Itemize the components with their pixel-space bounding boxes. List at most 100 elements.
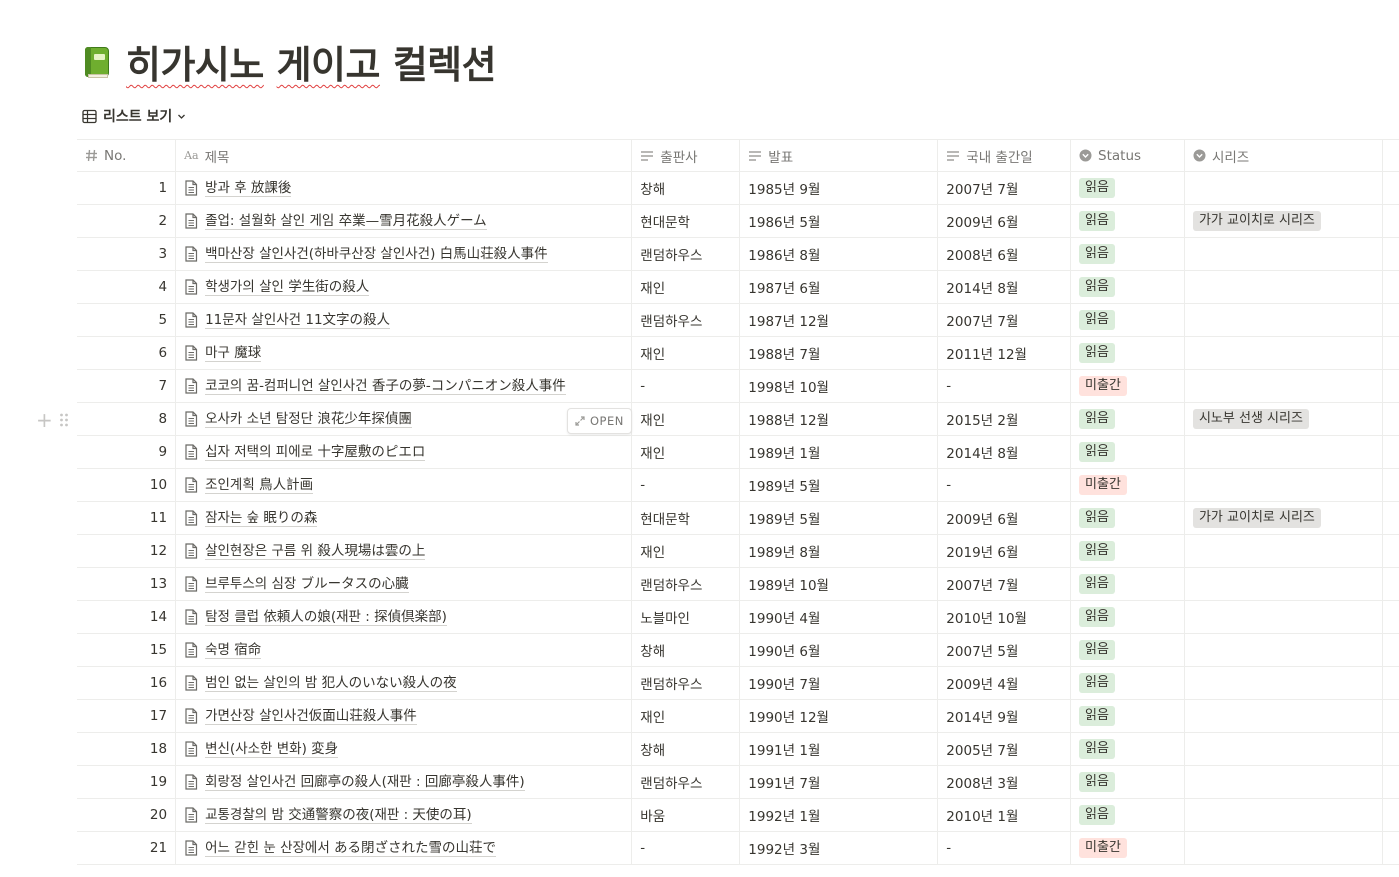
column-header-title[interactable]: Aa 제목 <box>176 140 633 171</box>
kr-release-cell[interactable]: 2010년 10월 <box>938 601 1072 633</box>
status-cell[interactable]: 읽음 <box>1071 700 1185 732</box>
kr-release-cell[interactable]: 2009년 6월 <box>938 502 1072 534</box>
released-cell[interactable]: 1988년 12월 <box>740 403 939 435</box>
title-cell[interactable]: 잠자는 숲 眠りの森 <box>176 502 633 534</box>
row-number[interactable]: 1 <box>77 172 177 204</box>
status-cell[interactable]: 읽음 <box>1071 799 1185 831</box>
view-switcher[interactable]: 리스트 보기 <box>82 106 192 126</box>
row-number[interactable]: 17 <box>77 700 177 732</box>
publisher-cell[interactable]: 재인 <box>632 337 741 369</box>
series-cell[interactable] <box>1185 832 1383 864</box>
page-title-link[interactable]: 오사카 소년 탐정단 浪花少年探偵團 <box>205 410 412 428</box>
table-row[interactable]: 7 코코의 꿈-컴퍼니언 살인사건 香子の夢-コンパニオン殺人事件 -1998년 1… <box>77 370 1399 403</box>
page-title-link[interactable]: 살인현장은 구름 위 殺人現場は雲の上 <box>205 542 426 560</box>
title-cell[interactable]: 살인현장은 구름 위 殺人現場は雲の上 <box>176 535 633 567</box>
page-title-link[interactable]: 코코의 꿈-컴퍼니언 살인사건 香子の夢-コンパニオン殺人事件 <box>205 377 566 395</box>
table-row[interactable]: 18 변신(사소한 변화) 変身 창해 1991년 1월 2005년 7월 읽음 <box>77 733 1399 766</box>
table-row[interactable]: 1 방과 후 放課後 창해 1985년 9월 2007년 7월 읽음 <box>77 172 1399 205</box>
released-cell[interactable]: 1989년 1월 <box>740 436 939 468</box>
kr-release-cell[interactable]: 2007년 5월 <box>938 634 1072 666</box>
released-cell[interactable]: 1991년 1월 <box>740 733 939 765</box>
kr-release-cell[interactable]: 2007년 7월 <box>938 172 1072 204</box>
green-book-icon[interactable] <box>82 45 112 79</box>
page-title-link[interactable]: 가면산장 살인사건仮面山荘殺人事件 <box>205 707 417 725</box>
status-cell[interactable]: 읽음 <box>1071 271 1185 303</box>
status-cell[interactable]: 미출간 <box>1071 370 1185 402</box>
title-cell[interactable]: 회랑정 살인사건 回廊亭の殺人(재판 : 回廊亭殺人事件) <box>176 766 633 798</box>
page-title-link[interactable]: 어느 갇힌 눈 산장에서 ある閉ざされた雪の山荘で <box>205 839 497 857</box>
status-cell[interactable]: 읽음 <box>1071 304 1185 336</box>
status-cell[interactable]: 읽음 <box>1071 205 1185 237</box>
page-title-link[interactable]: 십자 저택의 피에로 十字屋敷のピエロ <box>205 443 426 461</box>
publisher-cell[interactable]: 현대문학 <box>632 502 741 534</box>
released-cell[interactable]: 1992년 1월 <box>740 799 939 831</box>
publisher-cell[interactable]: 랜덤하우스 <box>632 238 741 270</box>
publisher-cell[interactable]: - <box>632 832 741 864</box>
row-number[interactable]: 10 <box>77 469 177 501</box>
released-cell[interactable]: 1985년 9월 <box>740 172 939 204</box>
released-cell[interactable]: 1998년 10월 <box>740 370 939 402</box>
column-header-publisher[interactable]: 출판사 <box>632 140 741 171</box>
kr-release-cell[interactable]: 2019년 6월 <box>938 535 1072 567</box>
publisher-cell[interactable]: 노블마인 <box>632 601 741 633</box>
publisher-cell[interactable]: 재인 <box>632 403 741 435</box>
series-cell[interactable] <box>1185 469 1383 501</box>
series-cell[interactable] <box>1185 304 1383 336</box>
status-cell[interactable]: 읽음 <box>1071 172 1185 204</box>
status-cell[interactable]: 읽음 <box>1071 634 1185 666</box>
title-cell[interactable]: 마구 魔球 <box>176 337 633 369</box>
table-row[interactable]: 10 조인계획 鳥人計画 -1989년 5월 - 미출간 <box>77 469 1399 502</box>
series-cell[interactable]: 시노부 선생 시리즈 <box>1185 403 1383 435</box>
publisher-cell[interactable]: 창해 <box>632 172 741 204</box>
released-cell[interactable]: 1990년 7월 <box>740 667 939 699</box>
status-cell[interactable]: 읽음 <box>1071 601 1185 633</box>
table-row[interactable]: 2 졸업: 설월화 살인 게임 卒業—雪月花殺人ゲーム 현대문학 1986년 5월 20… <box>77 205 1399 238</box>
released-cell[interactable]: 1986년 8월 <box>740 238 939 270</box>
released-cell[interactable]: 1988년 7월 <box>740 337 939 369</box>
title-cell[interactable]: 가면산장 살인사건仮面山荘殺人事件 <box>176 700 633 732</box>
table-row[interactable]: 6 마구 魔球 재인 1988년 7월 2011년 12월 읽음 <box>77 337 1399 370</box>
row-number[interactable]: 7 <box>77 370 177 402</box>
row-number[interactable]: 9 <box>77 436 177 468</box>
title-cell[interactable]: 숙명 宿命 <box>176 634 633 666</box>
table-row[interactable]: 5 11문자 살인사건 11文字の殺人 랜덤하우스 1987년 12월 2007년 7월… <box>77 304 1399 337</box>
kr-release-cell[interactable]: 2009년 6월 <box>938 205 1072 237</box>
row-number[interactable]: 14 <box>77 601 177 633</box>
released-cell[interactable]: 1989년 8월 <box>740 535 939 567</box>
row-number[interactable]: 6 <box>77 337 177 369</box>
table-row[interactable]: 17 가면산장 살인사건仮面山荘殺人事件 재인 1990년 12월 2014년 9월 읽음 <box>77 700 1399 733</box>
page-title-link[interactable]: 졸업: 설월화 살인 게임 卒業—雪月花殺人ゲーム <box>205 212 487 230</box>
series-cell[interactable] <box>1185 601 1383 633</box>
title-cell[interactable]: 11문자 살인사건 11文字の殺人 <box>176 304 633 336</box>
series-cell[interactable] <box>1185 700 1383 732</box>
status-cell[interactable]: 읽음 <box>1071 766 1185 798</box>
table-row[interactable]: 3 백마산장 살인사건(하바쿠산장 살인사건) 白馬山荘殺人事件 랜덤하우스 1986… <box>77 238 1399 271</box>
title-cell[interactable]: 변신(사소한 변화) 変身 <box>176 733 633 765</box>
title-cell[interactable]: 교통경찰의 밤 交通警察の夜(재판 : 天使の耳) <box>176 799 633 831</box>
status-cell[interactable]: 읽음 <box>1071 337 1185 369</box>
page-title-link[interactable]: 범인 없는 살인의 밤 犯人のいない殺人の夜 <box>205 674 457 692</box>
status-cell[interactable]: 읽음 <box>1071 733 1185 765</box>
series-cell[interactable] <box>1185 667 1383 699</box>
publisher-cell[interactable]: 재인 <box>632 700 741 732</box>
kr-release-cell[interactable]: 2007년 7월 <box>938 568 1072 600</box>
released-cell[interactable]: 1990년 6월 <box>740 634 939 666</box>
status-cell[interactable]: 미출간 <box>1071 832 1185 864</box>
row-number[interactable]: 8 <box>77 403 177 435</box>
row-number[interactable]: 20 <box>77 799 177 831</box>
table-row[interactable]: 14 탐정 클럽 依頼人の娘(재판 : 探偵倶楽部) 노블마인 1990년 4월 201… <box>77 601 1399 634</box>
column-header-no[interactable]: No. <box>77 140 177 171</box>
kr-release-cell[interactable]: 2014년 8월 <box>938 436 1072 468</box>
title-cell[interactable]: 십자 저택의 피에로 十字屋敷のピエロ <box>176 436 633 468</box>
table-row[interactable]: 8 오사카 소년 탐정단 浪花少年探偵團 재인 1988년 12월 2015년 2월 읽음… <box>77 403 1399 436</box>
table-row[interactable]: 9 십자 저택의 피에로 十字屋敷のピエロ 재인 1989년 1월 2014년 8월 읽음 <box>77 436 1399 469</box>
publisher-cell[interactable]: 재인 <box>632 436 741 468</box>
series-cell[interactable] <box>1185 634 1383 666</box>
table-row[interactable]: 13 브루투스의 심장 ブルータスの心臓 랜덤하우스 1989년 10월 2007년 7… <box>77 568 1399 601</box>
series-cell[interactable] <box>1185 436 1383 468</box>
column-header-status[interactable]: Status <box>1071 140 1185 171</box>
title-cell[interactable]: 조인계획 鳥人計画 <box>176 469 633 501</box>
drag-handle-icon[interactable] <box>59 412 69 428</box>
publisher-cell[interactable]: 창해 <box>632 733 741 765</box>
status-cell[interactable]: 읽음 <box>1071 403 1185 435</box>
